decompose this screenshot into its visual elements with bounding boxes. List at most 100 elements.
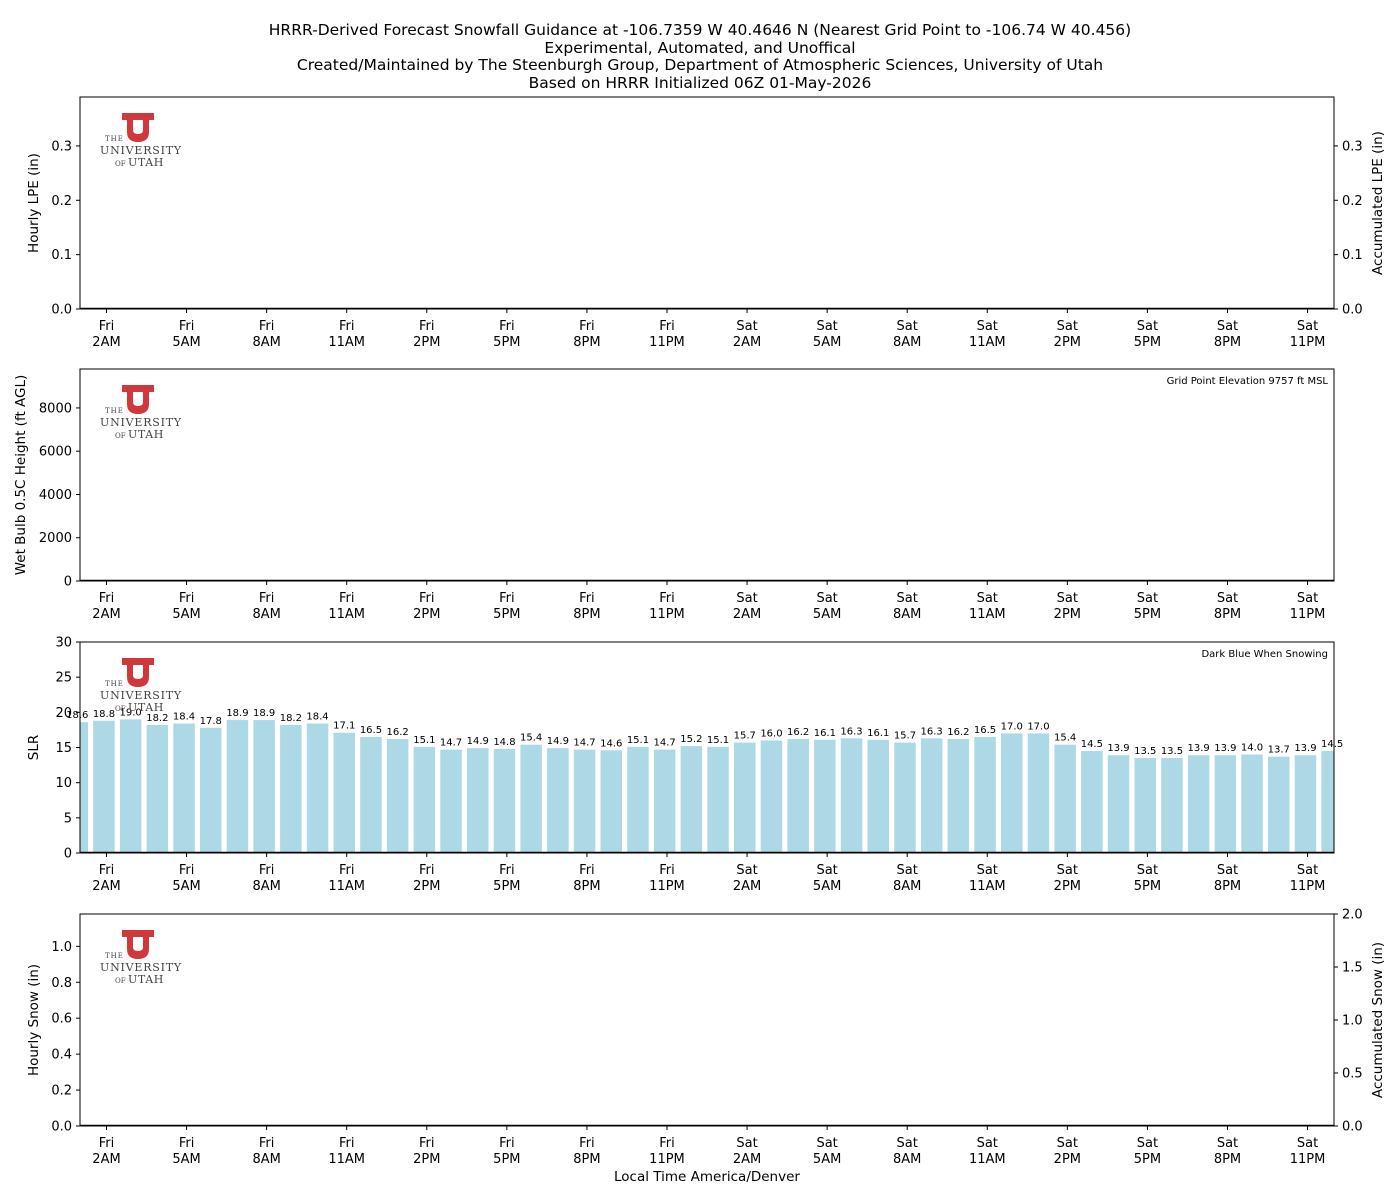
- y-tick-label: 1.0: [51, 940, 72, 955]
- x-tick-label-day: Fri: [179, 1136, 195, 1151]
- logo-text-university: UNIVERSITY: [100, 689, 182, 702]
- x-tick-label-time: 2AM: [92, 607, 120, 622]
- slr-bar: [920, 738, 943, 853]
- x-tick-label-day: Fri: [579, 591, 595, 606]
- slr-bar-label: 15.7: [894, 731, 916, 742]
- x-tick-label-time: 2PM: [1054, 607, 1081, 622]
- x-tick-label-day: Sat: [977, 319, 998, 334]
- x-tick-label-day: Sat: [736, 591, 757, 606]
- x-tick-label-day: Fri: [99, 591, 115, 606]
- utah-u-serif-left: [122, 658, 135, 662]
- slr-bar: [226, 720, 249, 853]
- x-tick-label-time: 2AM: [733, 1152, 761, 1167]
- slr-bar-label: 18.2: [146, 713, 168, 724]
- y-axis-label: Hourly LPE (in): [26, 153, 42, 253]
- slr-bar-label: 18.9: [253, 708, 275, 719]
- x-tick-label-day: Sat: [1217, 591, 1238, 606]
- slr-bar-label: 14.9: [547, 736, 569, 747]
- y-tick-label: 0.8: [51, 976, 72, 991]
- x-tick-label-time: 5AM: [172, 879, 200, 894]
- utah-u-serif-left: [122, 930, 135, 934]
- chart-panel-4: 0.0 0.2 0.4 0.6 0.8 1.0 0.0 0.5 1.0 1.5 2.0 Accumul…: [26, 908, 1386, 1168]
- slr-bar-label: 17.8: [200, 716, 222, 727]
- slr-bar: [1134, 758, 1156, 853]
- utah-u-serif-left: [122, 385, 135, 389]
- x-tick-label-day: Fri: [259, 319, 275, 334]
- slr-bar-label: 16.1: [867, 728, 889, 739]
- logo-text-the: THE: [105, 680, 124, 688]
- x-tick-label-day: Fri: [419, 1136, 435, 1151]
- logo-text-the: THE: [105, 952, 124, 960]
- slr-bar-label: 14.9: [467, 736, 489, 747]
- x-tick-label-time: 8PM: [573, 1152, 600, 1167]
- x-tick-label-day: Fri: [99, 863, 115, 878]
- slr-bar-label: 13.7: [1268, 745, 1290, 756]
- slr-bar: [573, 749, 596, 853]
- x-tick-label-day: Fri: [659, 1136, 675, 1151]
- y-tick-label: 0: [64, 575, 72, 590]
- y-tick-label: 0.6: [51, 1012, 72, 1027]
- x-tick-label-time: 2PM: [413, 879, 440, 894]
- slr-bar: [413, 746, 436, 853]
- slr-bar-label: 18.6: [66, 710, 88, 721]
- chart-panel-1: 0.0 0.1 0.2 0.3 0.0 0.1 0.2 0.3 Accumulated LPE …: [26, 96, 1386, 350]
- y-right-tick-label: 0.5: [1342, 1067, 1363, 1082]
- slr-bar-label: 14.7: [654, 738, 676, 749]
- x-tick-label-day: Fri: [659, 319, 675, 334]
- logo-text-university: UNIVERSITY: [100, 416, 182, 429]
- logo-text-university: UNIVERSITY: [100, 144, 182, 157]
- utah-u-serif-left: [122, 113, 135, 117]
- x-tick-label-time: 5AM: [172, 1152, 200, 1167]
- x-tick-label-day: Fri: [179, 863, 195, 878]
- slr-bar: [173, 723, 195, 853]
- utah-u-serif-right: [141, 385, 154, 389]
- slr-bar-label: 16.5: [974, 725, 996, 736]
- x-tick-label-time: 11AM: [969, 879, 1006, 894]
- logo-text-of: OF: [115, 977, 126, 985]
- slr-bar: [146, 724, 169, 853]
- x-tick-label-time: 11AM: [328, 1152, 365, 1167]
- x-tick-label-day: Sat: [897, 319, 918, 334]
- slr-bar: [867, 739, 889, 853]
- x-tick-label-day: Fri: [419, 319, 435, 334]
- slr-bar-label: 14.7: [573, 738, 595, 749]
- slr-bar: [306, 723, 329, 853]
- slr-bar: [734, 742, 756, 853]
- x-tick-label-time: 5AM: [813, 879, 841, 894]
- panel-annotation: Grid Point Elevation 9757 ft MSL: [1167, 376, 1329, 387]
- x-tick-label-day: Sat: [736, 1136, 757, 1151]
- title-line-4: Based on HRRR Initialized 06Z 01-May-202…: [528, 74, 872, 93]
- slr-bar-label: 19.0: [120, 707, 142, 718]
- x-tick-label-time: 11AM: [328, 335, 365, 350]
- x-tick-label-day: Sat: [1137, 863, 1158, 878]
- x-tick-label-day: Fri: [579, 1136, 595, 1151]
- x-tick-label-day: Fri: [579, 863, 595, 878]
- x-tick-label-day: Sat: [1137, 1136, 1158, 1151]
- slr-bar-label: 13.9: [1294, 743, 1316, 754]
- x-tick-label-day: Sat: [1297, 1136, 1318, 1151]
- slr-bar-label: 15.4: [1054, 733, 1076, 744]
- slr-bar-label: 18.4: [306, 712, 328, 723]
- slr-bar-label: 18.2: [280, 713, 302, 724]
- x-tick-label-time: 2PM: [1054, 335, 1081, 350]
- logo-text-of: OF: [115, 432, 126, 440]
- slr-bar: [547, 748, 569, 853]
- logo-text-university: UNIVERSITY: [100, 961, 182, 974]
- x-tick-label-day: Fri: [99, 319, 115, 334]
- slr-bar: [707, 746, 729, 853]
- x-tick-label-time: 8PM: [1214, 879, 1241, 894]
- panel-annotation: Dark Blue When Snowing: [1201, 649, 1328, 660]
- x-tick-label-time: 8AM: [252, 1152, 280, 1167]
- x-tick-label-time: 8PM: [1214, 607, 1241, 622]
- x-tick-label-time: 8PM: [573, 607, 600, 622]
- utah-u-icon: [122, 658, 154, 687]
- x-tick-label-time: 8AM: [893, 607, 921, 622]
- slr-bar: [1214, 755, 1237, 853]
- logo-text-the: THE: [105, 135, 124, 143]
- slr-bar: [1001, 733, 1023, 853]
- y-tick-label: 0.4: [51, 1048, 72, 1063]
- x-tick-label-day: Sat: [897, 863, 918, 878]
- x-tick-label-time: 2AM: [733, 335, 761, 350]
- x-tick-label-day: Fri: [499, 591, 515, 606]
